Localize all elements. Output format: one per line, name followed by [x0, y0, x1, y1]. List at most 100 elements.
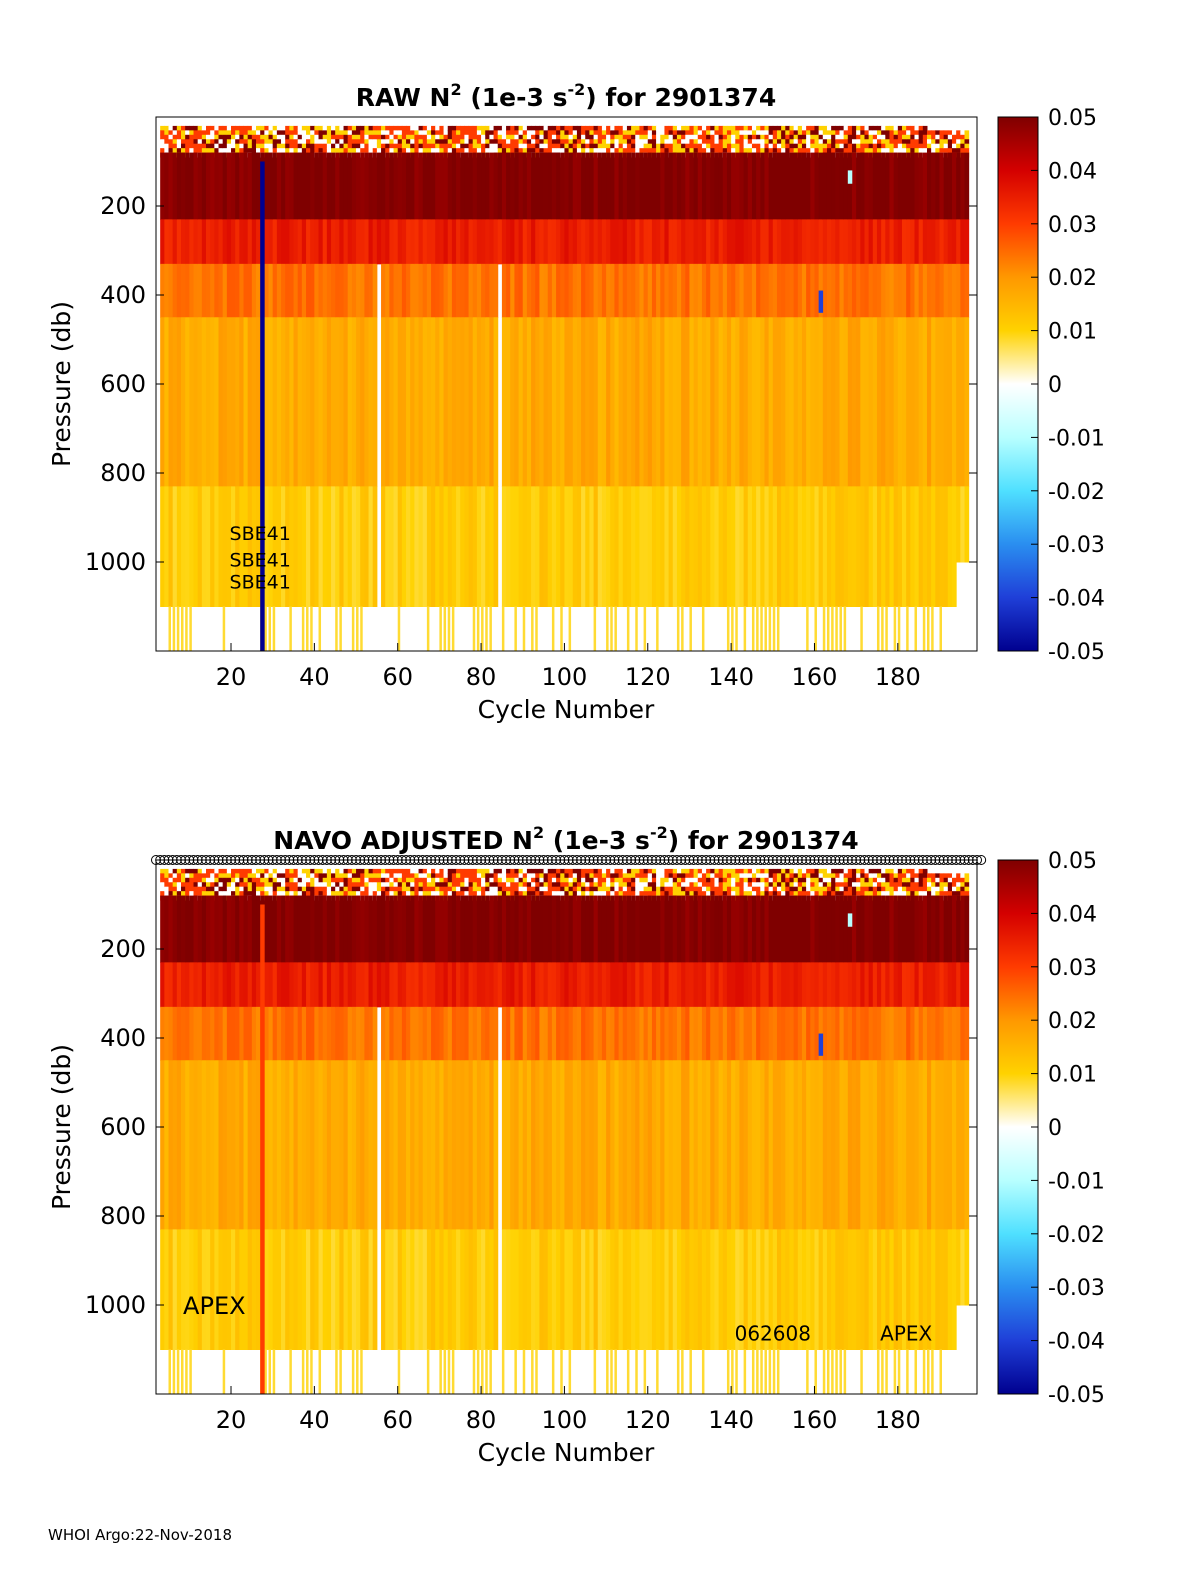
- heatmap-cell: [851, 139, 857, 145]
- heatmap-cell: [960, 1006, 965, 1061]
- heatmap-cell: [281, 873, 286, 879]
- heatmap-cell: [722, 886, 728, 892]
- heatmap-cell: [556, 317, 561, 487]
- heatmap-cell: [581, 1229, 586, 1350]
- heatmap-cell: [814, 873, 820, 879]
- heatmap-cell: [347, 886, 353, 892]
- heatmap-cell: [272, 139, 278, 145]
- heatmap-cell: [826, 317, 832, 487]
- heatmap-cell: [214, 877, 220, 883]
- heatmap-cell: [472, 486, 478, 607]
- heatmap-cell: [701, 1060, 707, 1230]
- heatmap-cell: [606, 486, 611, 607]
- heatmap-cell: [422, 134, 428, 140]
- heatmap-cell: [372, 1229, 378, 1350]
- heatmap-cell: [189, 317, 195, 487]
- heatmap-cell: [360, 873, 365, 879]
- heatmap-cell: [222, 895, 228, 963]
- heatmap-cell: [389, 873, 395, 879]
- heatmap-cell: [539, 125, 545, 131]
- heatmap-cell: [464, 1229, 470, 1350]
- heatmap-cell: [639, 962, 645, 1008]
- heatmap-cell: [285, 139, 290, 145]
- heatmap-cell: [931, 891, 936, 897]
- heatmap-cell: [460, 152, 465, 220]
- heatmap-cell: [826, 263, 832, 318]
- heatmap-cell: [497, 868, 503, 874]
- heatmap-cell: [801, 263, 807, 318]
- heatmap-cell: [835, 882, 840, 888]
- heatmap-cell: [160, 886, 165, 892]
- heatmap-cell: [522, 1006, 528, 1061]
- heatmap-cell: [343, 219, 349, 265]
- heatmap-cell: [493, 134, 499, 140]
- heatmap-cell: [447, 139, 453, 145]
- heatmap-cell: [614, 219, 620, 265]
- heatmap-cell: [756, 219, 761, 265]
- heatmap-cell: [318, 895, 324, 963]
- heatmap-cell: [168, 317, 174, 487]
- heatmap-cell: [926, 219, 932, 265]
- heatmap-cell: [943, 317, 949, 487]
- heatmap-cell: [935, 877, 940, 883]
- heatmap-cell: [664, 148, 670, 154]
- heatmap-cell: [418, 152, 424, 220]
- heatmap-cell: [364, 263, 370, 318]
- heatmap-cell: [239, 882, 245, 888]
- heatmap-cell: [956, 877, 961, 883]
- heatmap-cell: [822, 130, 828, 136]
- heatmap-cell: [297, 1229, 303, 1350]
- heatmap-cell: [576, 130, 582, 136]
- heatmap-cell: [506, 317, 511, 487]
- heatmap-cell: [289, 962, 295, 1008]
- heatmap-cell: [401, 1229, 407, 1350]
- heatmap-cell: [735, 130, 740, 136]
- heatmap-cell: [881, 139, 886, 145]
- heatmap-cell: [922, 895, 928, 963]
- heatmap-cell: [651, 139, 657, 145]
- heatmap-cell: [185, 1349, 188, 1394]
- heatmap-cell: [651, 1006, 657, 1061]
- heatmap-cell: [276, 486, 282, 607]
- heatmap-cell: [926, 1349, 930, 1394]
- heatmap-cell: [685, 873, 690, 879]
- heatmap-cell: [676, 125, 682, 131]
- heatmap-cell: [360, 877, 365, 883]
- heatmap-cell: [939, 317, 945, 487]
- heatmap-cell: [447, 219, 453, 265]
- heatmap-cell: [593, 868, 599, 874]
- heatmap-cell: [293, 1006, 299, 1061]
- heatmap-cell: [631, 152, 636, 220]
- heatmap-cell: [468, 486, 474, 607]
- heatmap-cell: [168, 1060, 174, 1230]
- heatmap-cell: [193, 962, 199, 1008]
- heatmap-cell: [301, 891, 307, 897]
- heatmap-cell: [497, 886, 503, 892]
- heatmap-cell: [939, 606, 942, 651]
- heatmap-cell: [193, 139, 199, 145]
- heatmap-cell: [535, 1349, 538, 1394]
- heatmap-cell: [418, 148, 424, 154]
- heatmap-cell: [856, 317, 861, 487]
- heatmap-cell: [768, 868, 774, 874]
- heatmap-cell: [856, 139, 861, 145]
- heatmap-cell: [276, 139, 282, 145]
- heatmap-cell: [485, 606, 488, 651]
- heatmap-cell: [247, 139, 253, 145]
- heatmap-cell: [685, 139, 690, 145]
- heatmap-cell: [476, 263, 482, 318]
- heatmap-cell: [226, 1006, 232, 1061]
- heatmap-cell: [414, 317, 420, 487]
- heatmap-cell: [739, 877, 745, 883]
- heatmap-cell: [335, 962, 340, 1008]
- heatmap-cell: [381, 486, 386, 607]
- heatmap-cell: [814, 1229, 820, 1350]
- heatmap-cell: [193, 1006, 199, 1061]
- heatmap-cell: [622, 886, 628, 892]
- heatmap-cell: [889, 134, 895, 140]
- heatmap-cell: [635, 317, 640, 487]
- heatmap-cell: [422, 882, 428, 888]
- heatmap-cell: [451, 886, 457, 892]
- heatmap-cell: [460, 125, 465, 131]
- heatmap-cell: [606, 143, 611, 149]
